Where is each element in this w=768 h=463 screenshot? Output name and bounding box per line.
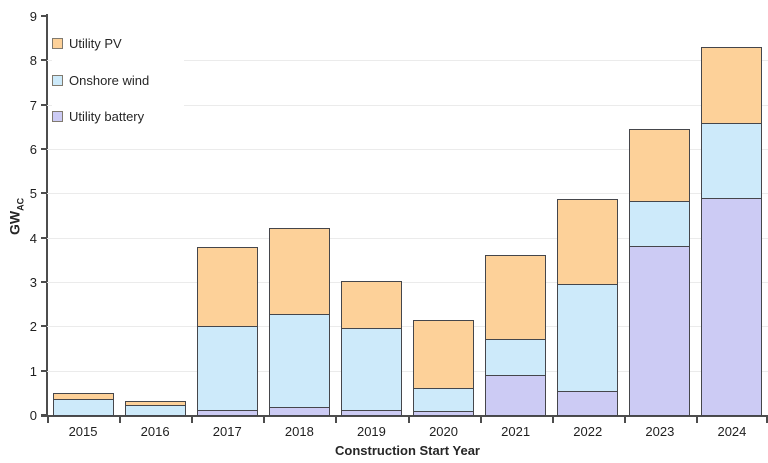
bar-segment-2016-utility-pv (124, 401, 186, 406)
x-tick-6 (479, 417, 482, 423)
x-axis-title: Construction Start Year (335, 443, 480, 458)
legend-item-onshore-wind: Onshore wind (52, 73, 184, 88)
bar-segment-2020-utility-pv (413, 320, 475, 389)
bar-segment-2019-onshore-wind (340, 327, 402, 411)
bar-segment-2016-onshore-wind (124, 404, 186, 416)
y-tick-6 (41, 148, 47, 150)
gridline-y-4 (47, 237, 768, 239)
bar-segment-2023-utility-battery (629, 246, 691, 416)
bar-segment-2021-onshore-wind (485, 338, 547, 377)
bar-segment-2020-onshore-wind (413, 387, 475, 412)
x-tick-3 (263, 417, 266, 423)
bar-segment-2023-utility-pv (629, 129, 691, 203)
gridline-y-1 (47, 370, 768, 372)
y-axis-line (46, 14, 48, 416)
bar-segment-2019-utility-pv (340, 281, 402, 329)
gridline-y-7 (47, 104, 768, 106)
bar-segment-2018-utility-pv (268, 228, 330, 315)
legend-item-utility-battery: Utility battery (52, 109, 184, 124)
x-tick-4 (335, 417, 338, 423)
x-tick-label-2023: 2023 (645, 424, 675, 439)
y-tick-4 (41, 236, 47, 239)
x-tick-7 (551, 417, 554, 423)
x-tick-label-2017: 2017 (212, 424, 242, 439)
bar-segment-2017-onshore-wind (196, 326, 258, 412)
y-tick-label-6: 6 (29, 142, 37, 157)
y-tick-label-9: 9 (29, 9, 37, 24)
y-tick-label-0: 0 (29, 408, 37, 423)
x-tick-label-2022: 2022 (573, 424, 603, 439)
x-tick-label-2016: 2016 (140, 424, 170, 439)
y-tick-label-3: 3 (29, 275, 37, 290)
gridline-y-3 (47, 282, 768, 283)
bar-segment-2023-onshore-wind (629, 201, 691, 248)
onshore-wind-swatch-icon (52, 74, 63, 86)
gridline-y-5 (47, 193, 768, 195)
x-tick-0 (47, 417, 49, 423)
legend-item-utility-pv: Utility PV (52, 36, 184, 51)
bar-segment-2024-utility-pv (701, 47, 763, 125)
y-tick-9 (41, 15, 47, 17)
legend-label-utility-battery: Utility battery (69, 109, 145, 124)
bar-segment-2022-onshore-wind (557, 284, 619, 392)
gridline-y-2 (47, 326, 768, 328)
y-tick-0 (41, 414, 47, 416)
legend-label-utility-pv: Utility PV (69, 36, 122, 51)
bar-segment-2021-utility-battery (485, 375, 547, 416)
y-tick-1 (41, 369, 47, 372)
bar-segment-2018-onshore-wind (268, 313, 330, 409)
x-tick-label-2020: 2020 (429, 424, 458, 439)
x-tick-10 (766, 417, 768, 423)
x-tick-label-2024: 2024 (717, 424, 747, 439)
y-tick-3 (41, 281, 47, 283)
legend: Utility PV Onshore wind Utility battery (52, 30, 184, 130)
utility-battery-swatch-icon (52, 111, 63, 122)
x-tick-label-2018: 2018 (284, 424, 314, 439)
y-tick-2 (41, 325, 47, 328)
x-tick-label-2015: 2015 (68, 424, 98, 439)
bar-segment-2017-utility-pv (196, 246, 258, 328)
y-tick-label-5: 5 (29, 186, 37, 202)
y-tick-label-7: 7 (29, 97, 37, 113)
x-tick-1 (119, 417, 122, 423)
y-tick-label-8: 8 (29, 53, 37, 69)
y-tick-7 (41, 103, 47, 106)
legend-label-onshore-wind: Onshore wind (69, 72, 150, 88)
bar-segment-2022-utility-pv (557, 198, 619, 286)
bar-segment-2021-utility-pv (485, 254, 547, 340)
x-axis-line (41, 415, 768, 417)
y-tick-label-4: 4 (29, 230, 37, 246)
x-tick-2 (191, 417, 194, 423)
x-tick-5 (407, 417, 410, 423)
bar-segment-2022-utility-battery (557, 390, 619, 416)
bar-segment-2018-utility-battery (268, 407, 330, 416)
x-tick-label-2021: 2021 (501, 424, 531, 439)
utility-pv-swatch-icon (52, 38, 63, 49)
y-tick-label-2: 2 (29, 319, 37, 335)
x-tick-9 (695, 417, 698, 423)
x-tick-label-2019: 2019 (356, 424, 386, 439)
bar-segment-2024-onshore-wind (701, 123, 763, 200)
bar-segment-2024-utility-battery (701, 198, 763, 416)
y-tick-label-1: 1 (29, 363, 37, 379)
x-tick-8 (623, 417, 626, 423)
bar-segment-2015-onshore-wind (52, 399, 114, 416)
gridline-y-8 (47, 60, 768, 62)
y-tick-8 (41, 59, 47, 62)
bar-segment-2015-utility-pv (52, 392, 114, 401)
y-tick-5 (41, 192, 47, 195)
gridline-y-6 (47, 149, 768, 150)
